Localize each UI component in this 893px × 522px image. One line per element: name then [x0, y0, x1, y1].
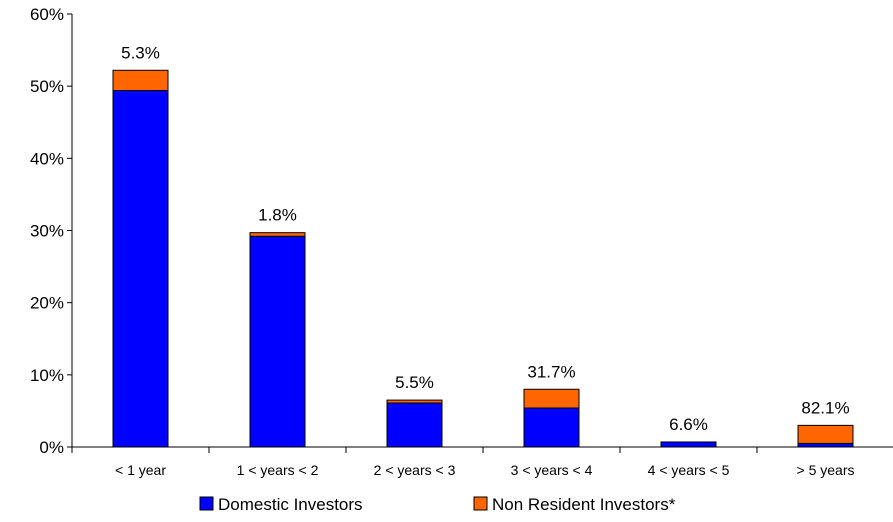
bar-domestic [523, 407, 580, 448]
bar-non-resident [523, 388, 580, 409]
x-tick-label: < 1 year [115, 462, 166, 478]
bar-domestic [249, 235, 306, 448]
bar-non-resident [386, 399, 443, 404]
y-tick-label: 30% [30, 222, 64, 241]
legend-label-non-resident: Non Resident Investors* [492, 495, 676, 514]
data-label: 5.5% [395, 373, 434, 392]
y-tick-label: 50% [30, 77, 64, 96]
y-tick-label: 10% [30, 366, 64, 385]
bar-domestic [386, 402, 443, 448]
x-tick-label: 4 < years < 5 [648, 462, 730, 478]
bar-domestic [112, 89, 169, 448]
x-tick-label: > 5 years [797, 462, 855, 478]
y-tick-label: 20% [30, 294, 64, 313]
data-label: 82.1% [801, 398, 849, 417]
legend-swatch-domestic [199, 496, 214, 511]
x-tick-label: 1 < years < 2 [237, 462, 319, 478]
x-tick-label: 2 < years < 3 [374, 462, 456, 478]
bar-non-resident [112, 69, 169, 91]
bar-non-resident [797, 424, 854, 444]
data-label: 6.6% [669, 415, 708, 434]
bar-non-resident [249, 232, 306, 237]
y-tick-label: 60% [30, 5, 64, 24]
y-tick-label: 40% [30, 149, 64, 168]
legend-swatch-non-resident [473, 496, 488, 511]
legend-label-domestic: Domestic Investors [218, 495, 363, 514]
data-label: 1.8% [258, 206, 297, 225]
data-label: 31.7% [527, 362, 575, 381]
bar-domestic [660, 441, 717, 448]
y-tick-label: 0% [39, 438, 64, 457]
bar-domestic [797, 442, 854, 448]
x-tick-label: 3 < years < 4 [511, 462, 593, 478]
data-label: 5.3% [121, 43, 160, 62]
